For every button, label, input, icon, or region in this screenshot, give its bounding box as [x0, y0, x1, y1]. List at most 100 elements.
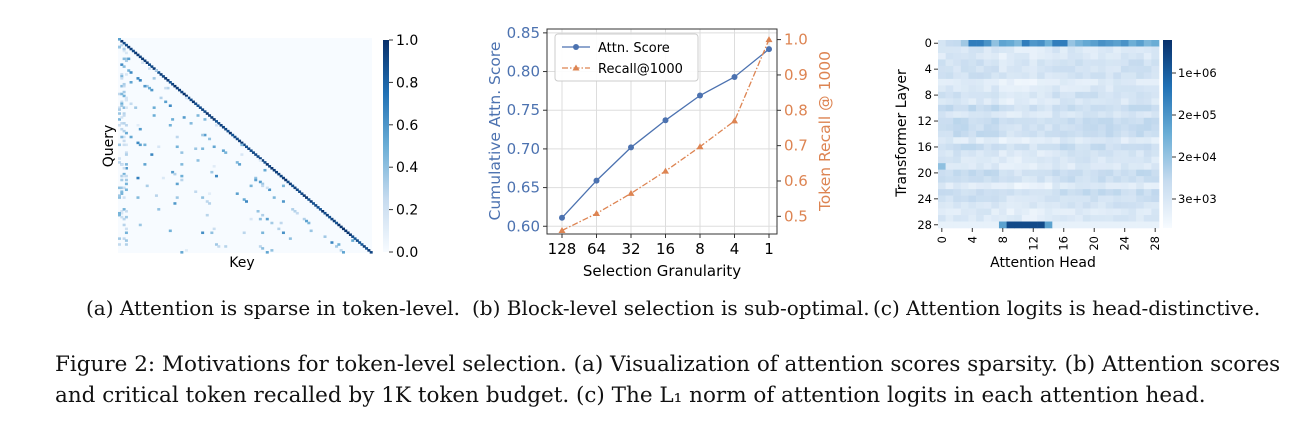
head-cell	[1098, 65, 1106, 73]
attention-cell	[175, 196, 179, 199]
head-cell	[960, 150, 969, 157]
head-cell	[1082, 176, 1091, 183]
head-cell	[1044, 163, 1053, 170]
head-cell	[1143, 117, 1152, 125]
head-cell	[998, 163, 1007, 170]
head-cell	[1120, 65, 1129, 73]
b-x-tick-label: 128	[548, 240, 577, 258]
head-cell	[960, 143, 969, 151]
attention-cell	[173, 202, 177, 205]
b-axes-frame	[546, 28, 778, 235]
attention-cell	[182, 92, 186, 96]
head-cell	[976, 78, 985, 86]
head-cell	[1120, 221, 1129, 229]
head-cell	[1082, 52, 1091, 60]
head-cell	[976, 189, 985, 196]
attention-cell	[118, 106, 121, 109]
head-cell	[991, 111, 1000, 119]
head-cell	[953, 176, 962, 183]
head-cell	[1052, 59, 1061, 67]
attention-cell	[275, 170, 279, 174]
attention-cell	[335, 221, 339, 225]
head-cell	[1113, 59, 1122, 67]
attention-cell	[124, 98, 128, 102]
head-cell	[960, 137, 969, 145]
head-cell	[960, 156, 969, 164]
attention-cell	[118, 196, 121, 199]
head-cell	[1044, 111, 1053, 119]
attention-cell	[281, 231, 285, 235]
head-cell	[1143, 150, 1152, 157]
head-cell	[983, 65, 992, 73]
attention-cell	[288, 237, 292, 240]
head-cell	[945, 189, 954, 196]
head-cell	[1136, 150, 1145, 157]
head-cell	[1021, 143, 1030, 151]
head-cell	[960, 202, 969, 209]
head-cell	[1128, 124, 1137, 132]
head-cell	[1113, 46, 1122, 54]
b-x-tick-label: 1	[764, 240, 774, 258]
head-cell	[1090, 195, 1099, 203]
head-cell	[991, 52, 1000, 60]
attention-cell	[288, 182, 292, 186]
head-cell	[1014, 150, 1023, 157]
attention-cell	[157, 145, 161, 149]
head-cell	[1151, 117, 1160, 125]
head-cell	[1029, 130, 1038, 138]
head-cell	[1128, 208, 1137, 216]
head-cell	[1082, 189, 1091, 196]
head-cell	[1044, 189, 1053, 196]
head-cell	[960, 176, 969, 183]
attention-cell	[152, 67, 156, 70]
head-cell	[1006, 143, 1015, 151]
head-cell	[1098, 143, 1106, 151]
b-right-tick-label: 0.8	[784, 101, 808, 119]
head-cell	[1105, 40, 1114, 47]
head-cell	[983, 78, 992, 86]
head-cell	[1059, 195, 1068, 203]
head-cell	[1136, 202, 1145, 209]
attention-cell	[261, 182, 265, 186]
attention-cell	[254, 153, 258, 156]
head-cell	[1067, 111, 1076, 119]
attention-cell	[124, 153, 128, 156]
b-left-tick-label: 0.85	[507, 24, 540, 42]
c-cbar-tick-label: 3e+03	[1178, 192, 1217, 206]
head-cell	[1006, 91, 1015, 99]
attention-cell	[284, 178, 288, 182]
head-cell	[1098, 104, 1106, 112]
attention-cell	[124, 163, 128, 166]
attention-cell	[154, 69, 158, 72]
head-cell	[945, 65, 954, 73]
head-cell	[1082, 143, 1091, 151]
head-cell	[1029, 215, 1038, 222]
head-cell	[976, 72, 985, 80]
head-cell	[1082, 104, 1091, 112]
attention-cell	[129, 102, 133, 106]
head-cell	[938, 85, 946, 93]
head-cell	[1021, 169, 1030, 177]
head-cell	[1090, 111, 1099, 119]
head-cell	[1143, 46, 1152, 54]
attention-cell	[291, 208, 295, 211]
head-cell	[1029, 195, 1038, 203]
head-cell	[1075, 65, 1084, 73]
head-cell	[1006, 40, 1015, 47]
attention-cell	[196, 159, 200, 162]
head-cell	[1014, 202, 1023, 209]
attention-cell	[118, 143, 121, 147]
head-cell	[976, 221, 985, 229]
attention-cell	[124, 143, 128, 147]
head-cell	[968, 104, 977, 112]
head-cell	[976, 111, 985, 119]
attention-cell	[131, 49, 135, 53]
head-cell	[1059, 150, 1068, 157]
attention-cell	[224, 151, 228, 154]
attention-cell	[249, 217, 253, 221]
attention-cell	[369, 251, 373, 254]
head-cell	[1136, 85, 1145, 93]
head-cell	[1014, 40, 1023, 47]
head-cell	[1044, 208, 1053, 216]
head-cell	[968, 130, 977, 138]
